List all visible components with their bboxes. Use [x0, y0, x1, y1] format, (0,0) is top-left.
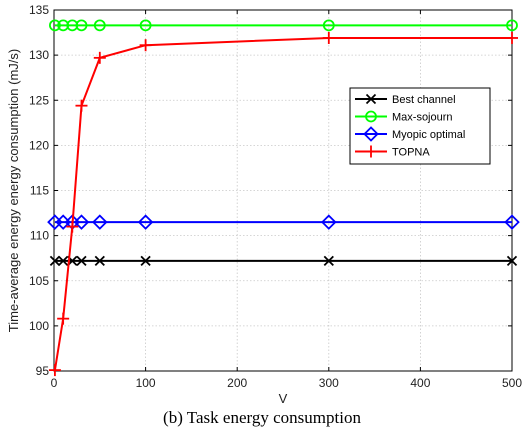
legend-marker: [365, 145, 377, 158]
data-point: [48, 364, 61, 377]
data-point: [140, 255, 151, 267]
data-point: [76, 255, 87, 267]
legend-item: Max-sojourn: [355, 110, 453, 124]
series-max-sojourn: [49, 19, 518, 32]
data-point: [49, 19, 61, 32]
legend-item: Myopic optimal: [355, 126, 465, 142]
data-point: [322, 31, 335, 44]
data-point: [139, 39, 152, 52]
data-point: [75, 19, 88, 32]
data-point: [93, 51, 106, 64]
series-line: [53, 36, 512, 371]
y-tick-label: 95: [36, 364, 50, 378]
legend-item: TOPNA: [355, 145, 430, 159]
data-point: [504, 214, 520, 230]
data-point: [73, 214, 90, 230]
y-tick-label: 115: [30, 184, 49, 198]
y-tick-label: 100: [29, 319, 49, 333]
data-point: [57, 312, 70, 325]
data-series: [47, 19, 520, 377]
x-tick-label: 100: [136, 376, 156, 390]
data-point: [66, 220, 79, 233]
y-tick-label: 120: [29, 138, 49, 152]
legend-label: Max-sojourn: [392, 112, 453, 124]
y-axis-label: Time-average energy energy consumption (…: [6, 49, 21, 332]
y-tick-label: 105: [29, 274, 49, 288]
axis-ticks: 0 100 200 300 400 500 95 100 105 110 115 120 125 130 1…: [29, 3, 522, 390]
x-tick-label: 0: [51, 376, 58, 390]
data-point: [92, 214, 108, 230]
y-tick-label: 135: [29, 3, 49, 17]
data-point: [506, 19, 518, 32]
legend-marker: [363, 126, 379, 142]
x-tick-label: 300: [319, 376, 339, 390]
grid-lines: [53, 9, 513, 372]
legend-label: TOPNA: [392, 147, 430, 159]
legend: Best channel Max-sojourn Myopic optimal TOP…: [349, 87, 491, 165]
data-point: [49, 255, 61, 267]
legend-label: Best channel: [392, 94, 456, 106]
data-point: [139, 19, 152, 32]
y-tick-label: 110: [30, 229, 49, 243]
data-point: [94, 255, 105, 267]
data-point: [506, 255, 518, 267]
x-tick-label: 200: [227, 376, 247, 390]
y-tick-label: 130: [29, 48, 49, 62]
figure-caption: (b) Task energy consumption: [163, 408, 361, 427]
x-axis-label: V: [279, 391, 288, 406]
x-tick-label: 500: [502, 376, 522, 390]
data-point: [321, 214, 337, 230]
data-point: [93, 19, 106, 32]
y-tick-label: 125: [29, 93, 49, 107]
data-point: [58, 255, 69, 267]
legend-marker: [365, 110, 377, 123]
series-myopic-optimal: [47, 214, 520, 230]
legend-marker: [365, 93, 377, 105]
data-point: [506, 31, 518, 44]
legend-label: Myopic optimal: [392, 129, 465, 141]
data-point: [322, 19, 335, 32]
data-point: [323, 255, 334, 267]
series-best-channel: [49, 255, 518, 267]
x-tick-label: 400: [410, 376, 430, 390]
data-point: [75, 99, 88, 112]
data-point: [137, 214, 154, 230]
series-topna: [48, 31, 518, 377]
legend-item: Best channel: [355, 93, 456, 106]
